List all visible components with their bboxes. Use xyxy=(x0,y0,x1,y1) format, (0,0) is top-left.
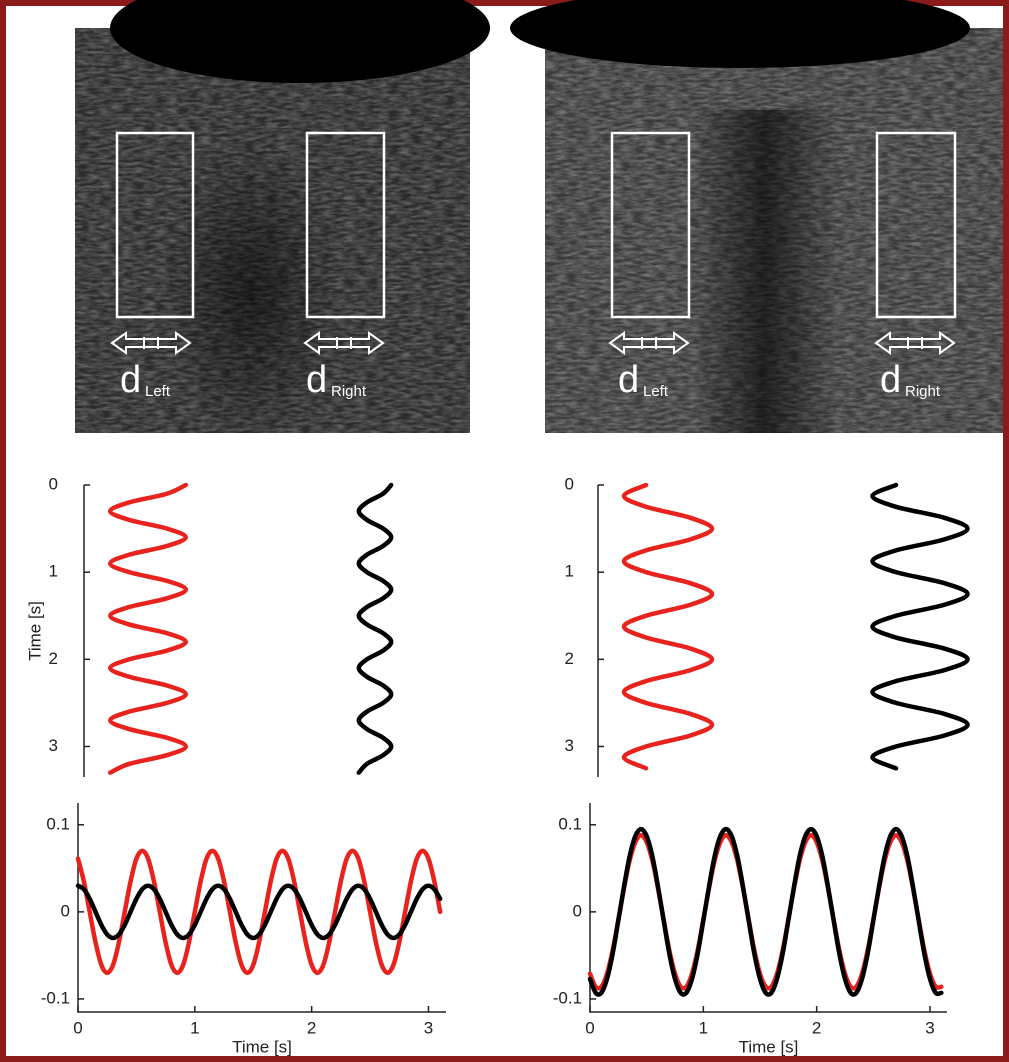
axis-title: Time [s] xyxy=(739,1037,799,1056)
x-tick-label: 2 xyxy=(307,1018,316,1037)
y-tick-label: 2 xyxy=(49,649,58,668)
y-tick-label: 0 xyxy=(61,901,70,920)
y-tick-label: 0 xyxy=(573,901,582,920)
roi-letter: d xyxy=(306,359,327,401)
axis-title: Time [s] xyxy=(232,1037,292,1056)
x-tick-label: 2 xyxy=(812,1018,821,1037)
axis-title: Time [s] xyxy=(25,601,44,661)
figure: d Left d Right d Left d Right 0 1 2 3 Time [… xyxy=(0,0,1009,1062)
y-tick-label: -0.1 xyxy=(553,988,582,1007)
y-tick-label: 0 xyxy=(565,474,574,493)
x-tick-label: 0 xyxy=(73,1018,82,1037)
x-tick-label: 1 xyxy=(190,1018,199,1037)
y-tick-label: 0.1 xyxy=(46,814,70,833)
roi-subscript: Left xyxy=(145,383,171,400)
roi-letter: d xyxy=(120,359,141,401)
x-tick-label: 0 xyxy=(585,1018,594,1037)
roi-subscript: Left xyxy=(643,383,669,400)
page: d Left d Right d Left d Right 0 1 2 3 Time [… xyxy=(0,0,1009,1062)
y-tick-label: -0.1 xyxy=(41,988,70,1007)
y-tick-label: 3 xyxy=(49,736,58,755)
roi-subscript: Right xyxy=(331,383,367,400)
x-tick-label: 3 xyxy=(424,1018,433,1037)
roi-letter: d xyxy=(618,359,639,401)
x-tick-label: 1 xyxy=(699,1018,708,1037)
y-tick-label: 0.1 xyxy=(558,814,582,833)
y-tick-label: 0 xyxy=(49,474,58,493)
roi-subscript: Right xyxy=(905,383,941,400)
ultrasound-right xyxy=(510,0,1003,433)
y-tick-label: 2 xyxy=(565,649,574,668)
y-tick-label: 1 xyxy=(565,562,574,581)
y-tick-label: 1 xyxy=(49,562,58,581)
x-tick-label: 3 xyxy=(925,1018,934,1037)
roi-letter: d xyxy=(880,359,901,401)
y-tick-label: 3 xyxy=(565,736,574,755)
